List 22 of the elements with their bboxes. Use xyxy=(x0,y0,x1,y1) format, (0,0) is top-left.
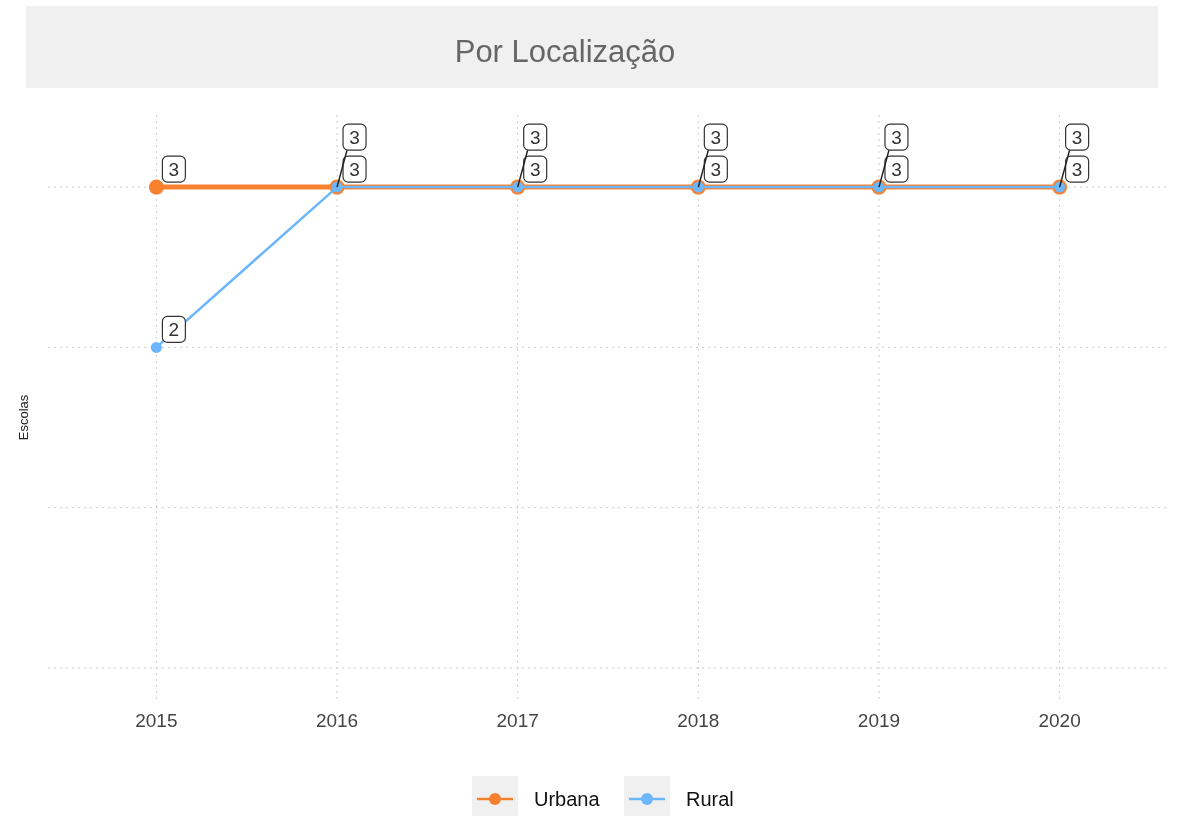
data-label: 3 xyxy=(168,159,180,181)
legend-label: Urbana xyxy=(534,788,601,810)
data-label: 3 xyxy=(891,127,902,149)
x-tick-label: 2017 xyxy=(496,710,539,731)
data-label: 3 xyxy=(349,127,360,149)
data-label: 3 xyxy=(710,127,722,149)
data-label: 3 xyxy=(529,159,541,181)
data-label: 3 xyxy=(891,159,902,181)
data-label: 3 xyxy=(349,159,360,181)
x-tick-label: 2020 xyxy=(1038,710,1081,731)
x-tick-label: 2016 xyxy=(315,710,359,731)
data-label: 3 xyxy=(710,159,722,181)
x-tick-label: 2019 xyxy=(857,710,901,731)
data-label: 2 xyxy=(168,319,180,341)
legend-label: Rural xyxy=(686,788,734,810)
x-tick-label: 2015 xyxy=(135,710,178,731)
data-label: 3 xyxy=(1071,127,1083,149)
data-label: 3 xyxy=(529,127,541,149)
chart-title: Por Localização xyxy=(454,34,676,69)
x-tick-label: 2018 xyxy=(677,710,720,731)
data-label: 3 xyxy=(1071,159,1083,181)
y-axis-title: Escolas xyxy=(16,394,31,441)
